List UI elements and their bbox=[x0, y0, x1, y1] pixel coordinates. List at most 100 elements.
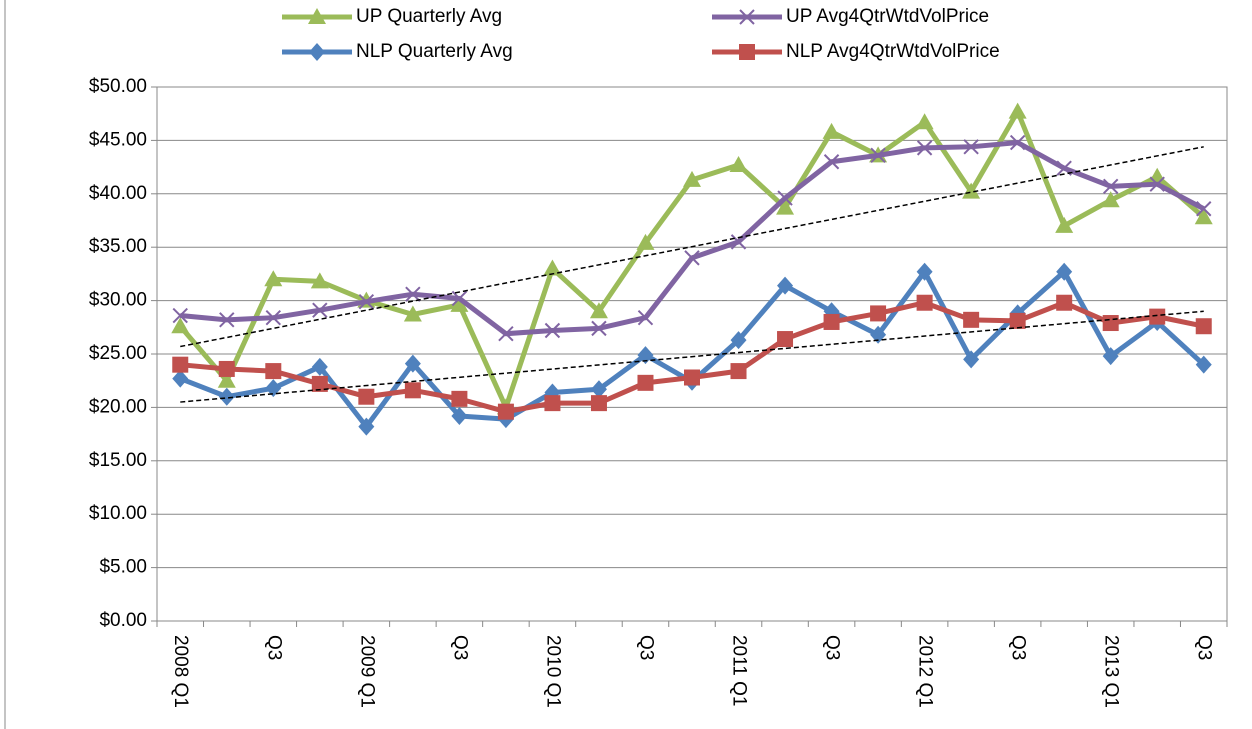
x-tick-label: Q3 bbox=[635, 635, 656, 660]
marker bbox=[1148, 167, 1167, 184]
y-tick-label: $45.00 bbox=[89, 129, 147, 150]
marker bbox=[777, 331, 794, 348]
marker bbox=[822, 122, 841, 139]
marker bbox=[308, 8, 326, 24]
x-tick-label: 2011 Q1 bbox=[729, 635, 750, 706]
marker bbox=[1056, 294, 1073, 311]
x-tick-label: 2008 Q1 bbox=[170, 635, 191, 708]
marker bbox=[172, 307, 188, 324]
marker bbox=[1102, 347, 1119, 366]
marker bbox=[777, 276, 794, 295]
marker bbox=[497, 403, 514, 420]
marker bbox=[589, 302, 608, 319]
marker bbox=[683, 170, 701, 187]
marker bbox=[311, 375, 328, 392]
marker bbox=[590, 395, 607, 412]
marker bbox=[739, 9, 755, 25]
marker bbox=[172, 369, 189, 388]
marker bbox=[739, 44, 755, 60]
marker bbox=[405, 286, 421, 302]
marker bbox=[265, 309, 282, 326]
marker bbox=[823, 313, 840, 330]
marker bbox=[451, 406, 468, 425]
marker bbox=[1008, 102, 1027, 119]
marker bbox=[729, 155, 748, 172]
trendline bbox=[180, 146, 1204, 348]
marker bbox=[309, 43, 325, 61]
marker bbox=[404, 382, 421, 399]
marker bbox=[544, 322, 561, 339]
x-tick-label: 2012 Q1 bbox=[915, 635, 936, 708]
marker bbox=[963, 139, 979, 155]
marker bbox=[916, 262, 933, 281]
marker bbox=[963, 350, 980, 369]
marker bbox=[312, 302, 328, 318]
y-tick-label: $5.00 bbox=[99, 557, 147, 578]
marker bbox=[684, 250, 700, 266]
marker bbox=[544, 395, 561, 412]
series-line bbox=[179, 269, 1206, 430]
marker bbox=[543, 259, 562, 276]
marker bbox=[1009, 312, 1026, 329]
marker bbox=[403, 305, 422, 322]
legend-label: UP Avg4QtrWtdVolPrice bbox=[786, 6, 989, 27]
marker bbox=[358, 293, 375, 310]
marker bbox=[1196, 201, 1212, 217]
marker bbox=[870, 305, 887, 322]
marker bbox=[823, 154, 840, 170]
x-tick-label: Q3 bbox=[263, 635, 284, 660]
x-tick-label: 2013 Q1 bbox=[1101, 635, 1122, 708]
marker bbox=[311, 357, 328, 376]
y-tick-label: $50.00 bbox=[89, 76, 147, 97]
marker bbox=[1194, 208, 1213, 225]
x-tick-label: 2009 Q1 bbox=[356, 635, 377, 708]
marker bbox=[358, 417, 375, 436]
marker bbox=[916, 140, 933, 156]
marker bbox=[591, 320, 607, 337]
marker bbox=[404, 354, 421, 373]
marker bbox=[1101, 191, 1120, 208]
marker bbox=[776, 198, 795, 215]
marker bbox=[637, 346, 654, 365]
y-tick-label: $0.00 bbox=[99, 610, 147, 631]
marker bbox=[1055, 216, 1074, 233]
marker bbox=[265, 363, 282, 380]
marker bbox=[684, 369, 700, 386]
marker bbox=[777, 190, 793, 206]
marker bbox=[1149, 308, 1166, 325]
marker bbox=[171, 317, 190, 334]
x-tick-label: Q3 bbox=[449, 635, 470, 660]
y-tick-label: $40.00 bbox=[89, 183, 147, 204]
marker bbox=[963, 311, 980, 328]
x-tick-label: Q3 bbox=[1194, 635, 1215, 660]
marker bbox=[450, 295, 469, 312]
marker bbox=[730, 234, 747, 250]
marker bbox=[1056, 262, 1073, 281]
y-tick-label: $20.00 bbox=[89, 396, 147, 417]
marker bbox=[1102, 315, 1119, 332]
y-tick-label: $15.00 bbox=[89, 450, 147, 471]
marker bbox=[172, 356, 189, 373]
y-tick-label: $10.00 bbox=[89, 503, 147, 524]
marker bbox=[730, 331, 747, 350]
marker bbox=[264, 270, 283, 287]
marker bbox=[1195, 355, 1212, 374]
marker bbox=[1009, 134, 1026, 151]
marker bbox=[1102, 178, 1119, 195]
marker bbox=[498, 326, 514, 342]
y-tick-label: $35.00 bbox=[89, 236, 147, 257]
x-tick-label: Q3 bbox=[1008, 635, 1029, 660]
legend-label: UP Quarterly Avg bbox=[356, 6, 502, 27]
marker bbox=[217, 371, 236, 388]
trendline bbox=[180, 310, 1204, 403]
marker bbox=[870, 147, 886, 164]
marker bbox=[265, 379, 282, 398]
marker bbox=[916, 294, 933, 311]
marker bbox=[310, 272, 329, 289]
marker bbox=[637, 309, 654, 326]
marker bbox=[1195, 318, 1212, 335]
marker bbox=[1149, 176, 1165, 192]
marker bbox=[218, 387, 235, 406]
y-tick-label: $30.00 bbox=[89, 290, 147, 311]
